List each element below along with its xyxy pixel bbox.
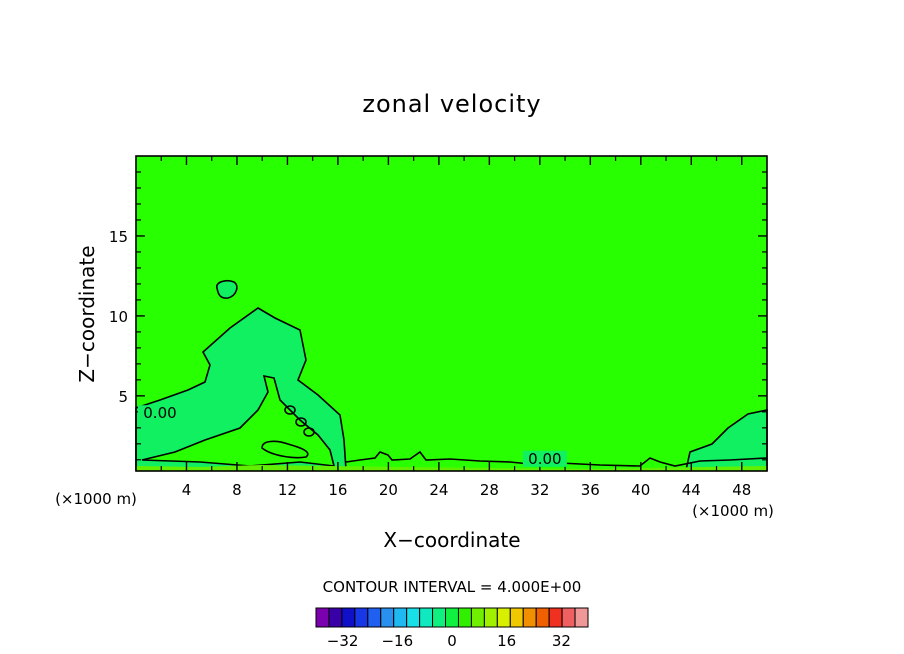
colorbar-swatch: [548, 607, 563, 628]
y-axis-label: Z−coordinate: [75, 245, 99, 382]
x-ticks: 4 8 12 16 20 24 28 32 36 40 44 48: [160, 156, 751, 499]
colorbar-swatch: [328, 607, 343, 628]
contour-label: 0.00: [143, 404, 176, 422]
contour-interval: CONTOUR INTERVAL = 4.000E+00: [323, 578, 582, 596]
y-ticks: 5 10 15: [109, 171, 767, 461]
x-tick-label: 8: [232, 481, 242, 499]
colorbar-tick-label: −16: [381, 632, 413, 650]
contour-labels: 0.00 0.00: [137, 404, 567, 468]
contour-surface-band: [136, 465, 767, 471]
y-tick-label: 15: [109, 228, 128, 246]
colorbar-swatch: [380, 607, 395, 628]
x-units-left: (×1000 m): [55, 490, 137, 508]
colorbar-swatch: [432, 607, 447, 628]
contour-dot-b: [295, 417, 307, 427]
colorbar-tick-label: 0: [447, 632, 457, 650]
colorbar-swatch: [509, 607, 524, 628]
colorbar-swatch: [574, 607, 589, 628]
x-tick-label: 12: [278, 481, 297, 499]
x-tick-label: 16: [328, 481, 347, 499]
x-axis-label: X−coordinate: [383, 528, 520, 552]
colorbar-swatch: [367, 607, 382, 628]
x-tick-label: 32: [530, 481, 549, 499]
x-tick-label: 20: [379, 481, 398, 499]
x-tick-label: 4: [182, 481, 192, 499]
x-tick-label: 48: [732, 481, 751, 499]
colorbar-swatch: [483, 607, 498, 628]
x-tick-label: 40: [631, 481, 650, 499]
colorbar-swatch: [406, 607, 421, 628]
plot-frame: [135, 155, 768, 472]
colorbar-swatch: [354, 607, 369, 628]
y-tick-label: 5: [118, 388, 128, 406]
x-tick-label: 24: [429, 481, 448, 499]
colorbar-tick-label: 16: [497, 632, 516, 650]
contour-dot-c: [303, 427, 315, 437]
colorbar-swatch: [445, 607, 459, 628]
colorbar-swatch: [315, 607, 330, 628]
x-units-right: (×1000 m): [692, 502, 774, 520]
colorbar-swatch: [522, 607, 537, 628]
contour-label: 0.00: [528, 450, 561, 468]
colorbar-swatch: [419, 607, 434, 628]
colorbar-swatch: [535, 607, 550, 628]
colorbar-ticks: −32 −16 0 16 32: [327, 632, 571, 650]
contour-blob-upper: [216, 280, 238, 299]
x-tick-label: 28: [480, 481, 499, 499]
colorbar-swatch: [341, 607, 356, 628]
x-tick-label: 44: [682, 481, 701, 499]
colorbar: [315, 607, 589, 628]
contour-label-bg: [522, 450, 567, 467]
contour-loop-small: [261, 440, 309, 459]
contour-label-bg: [137, 405, 182, 422]
x-tick-label: 36: [581, 481, 600, 499]
contour-dot-a: [284, 405, 296, 415]
colorbar-swatch: [561, 607, 576, 628]
y-tick-label: 10: [109, 308, 128, 326]
colorbar-tick-label: 32: [552, 632, 571, 650]
colorbar-swatch: [496, 607, 511, 628]
colorbar-swatch: [457, 607, 472, 628]
colorbar-swatch: [470, 607, 485, 628]
chart-title: zonal velocity: [362, 90, 541, 118]
colorbar-swatch: [393, 607, 408, 628]
colorbar-tick-label: −32: [327, 632, 359, 650]
contour-surface-line: [345, 450, 768, 467]
